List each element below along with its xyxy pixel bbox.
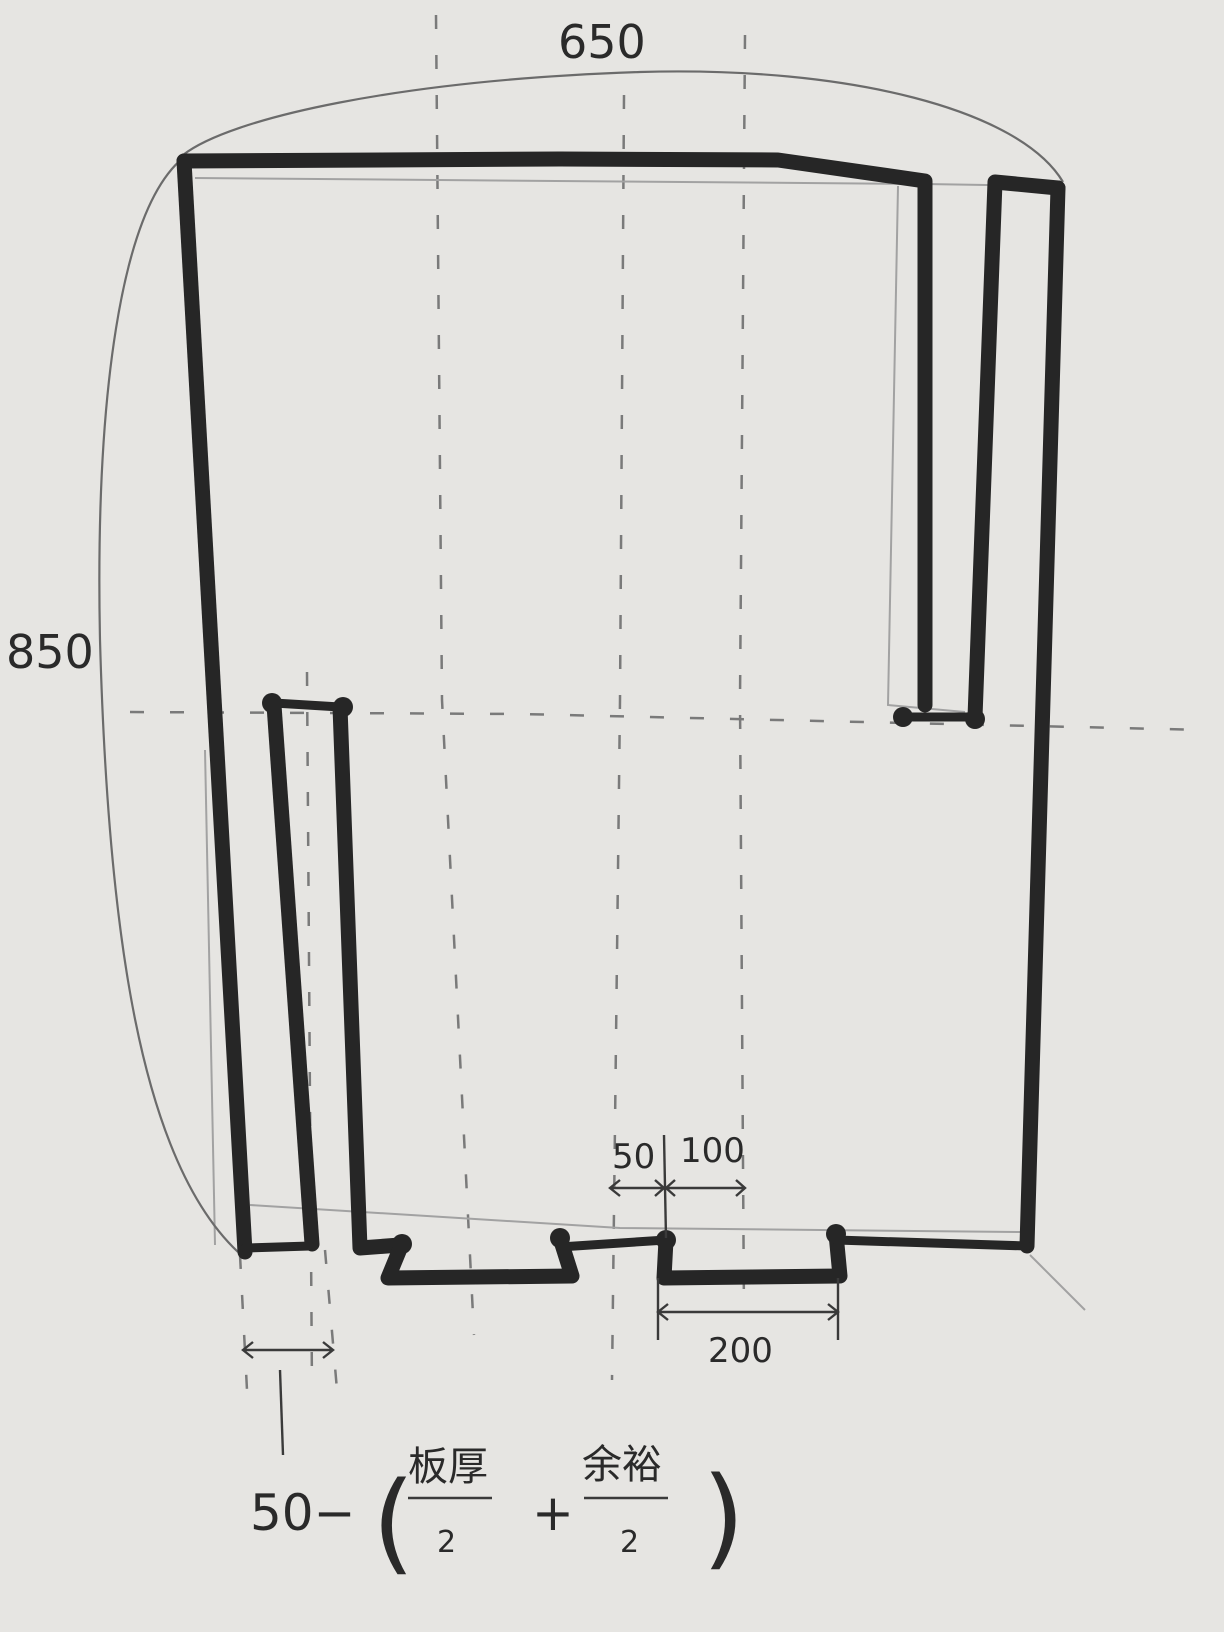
dim-left-arrow <box>241 1341 335 1359</box>
formula-leader <box>278 1369 285 1456</box>
offset-50-label: 50 <box>612 1137 655 1177</box>
joint-dot <box>333 697 353 717</box>
formula-term2-denominator: 2 <box>620 1525 639 1560</box>
construction-right-pocket <box>886 185 966 713</box>
bottom-wall-segment <box>555 1235 671 1252</box>
bottom-wall-right <box>831 1235 1032 1251</box>
height-dimension-label: 850 <box>6 625 94 679</box>
span-200-label: 200 <box>708 1331 773 1371</box>
formula-term1-numerator: 板厚 <box>408 1444 488 1490</box>
formula-open-paren: ( <box>372 1458 415 1586</box>
bottom-notch-2 <box>656 1226 848 1286</box>
joint-dot <box>392 1234 412 1254</box>
height-dimension-curve <box>98 157 239 1253</box>
joint-dot <box>550 1228 570 1248</box>
construction-bottom <box>249 1204 1021 1233</box>
dim-50-100-tick <box>662 1134 668 1239</box>
joint-dot <box>965 709 985 729</box>
joint-dot <box>826 1224 846 1244</box>
left-pocket-outer <box>266 697 320 1252</box>
left-pocket-inner <box>332 699 408 1256</box>
left-wall <box>176 153 253 1260</box>
guide-line-1 <box>434 14 476 1336</box>
left-pocket-top <box>269 698 345 712</box>
main-walls <box>176 151 1066 1286</box>
left-wall-bottom <box>240 1241 315 1253</box>
dim-200-arrow <box>656 1278 840 1340</box>
clearance-formula: 50− ( 板厚 2 + 余裕 2 ) <box>250 1442 745 1586</box>
top-wall <box>176 151 933 713</box>
joint-markers <box>262 693 985 1254</box>
joint-dot <box>656 1230 676 1250</box>
bottom-notch-1 <box>380 1230 580 1286</box>
construction-bottom-right <box>1029 1254 1086 1311</box>
formula-plus: + <box>532 1484 574 1542</box>
dim-100-arrow <box>664 1179 747 1197</box>
joint-dot <box>893 707 913 727</box>
dim-50-arrow <box>608 1179 666 1197</box>
formula-prefix: 50− <box>250 1484 356 1542</box>
construction-left <box>204 749 216 1246</box>
offset-100-label: 100 <box>680 1131 745 1171</box>
width-dimension-label: 650 <box>558 15 646 69</box>
right-wall <box>1019 180 1066 1254</box>
formula-close-paren: ) <box>702 1453 745 1581</box>
right-pocket-inner-wall <box>967 174 1066 725</box>
joint-dot <box>262 693 282 713</box>
dimension-arrows <box>241 1134 840 1456</box>
formula-term2-numerator: 余裕 <box>582 1442 662 1488</box>
width-dimension-curve <box>182 70 1064 183</box>
guide-line-2 <box>610 94 626 1381</box>
formula-term1-denominator: 2 <box>437 1525 456 1560</box>
